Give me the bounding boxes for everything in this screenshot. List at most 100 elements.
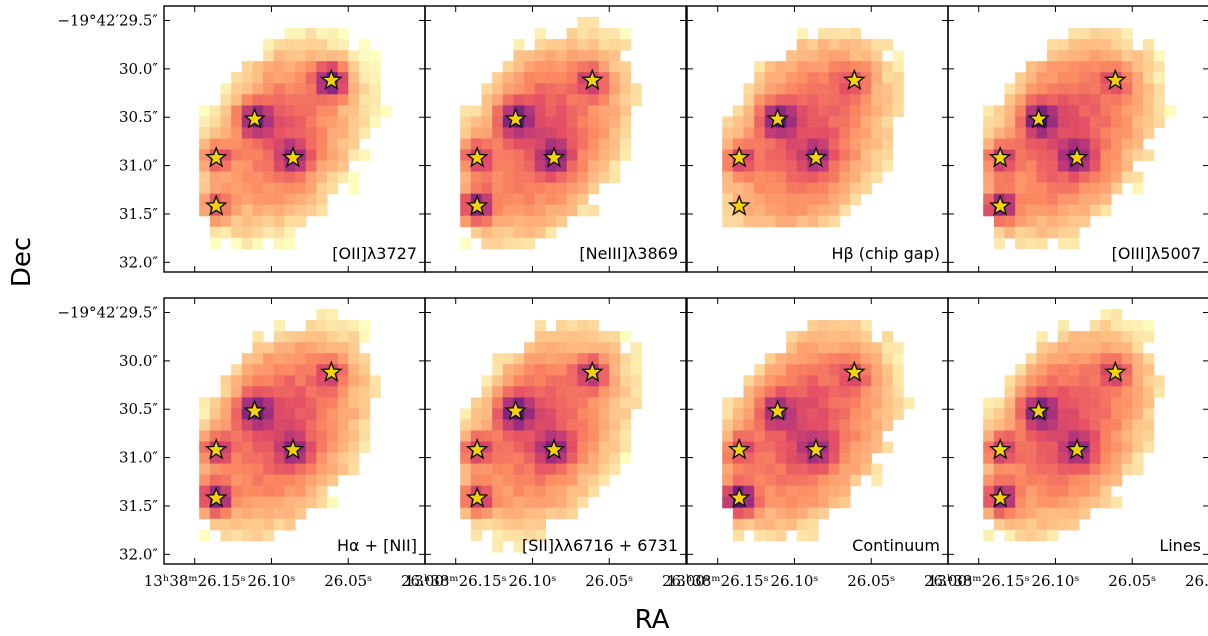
map-pixel: [295, 375, 307, 387]
map-pixel: [252, 430, 264, 443]
map-pixel: [502, 408, 514, 420]
map-pixel: [722, 204, 734, 217]
map-pixel: [1036, 397, 1048, 409]
map-pixel: [860, 353, 872, 365]
map-pixel: [775, 463, 787, 476]
map-pixel: [534, 452, 546, 465]
map-pixel: [1089, 105, 1101, 117]
map-pixel: [850, 342, 862, 354]
map-pixel: [1047, 397, 1059, 409]
map-pixel: [263, 160, 275, 173]
map-pixel: [1111, 320, 1123, 332]
map-pixel: [1132, 441, 1144, 454]
map-pixel: [369, 375, 381, 387]
map-pixel: [1100, 171, 1112, 184]
map-pixel: [252, 127, 264, 139]
map-pixel: [1121, 375, 1133, 387]
map-pixel: [818, 116, 830, 128]
map-pixel: [722, 149, 734, 162]
map-pixel: [860, 430, 872, 443]
map-pixel: [775, 94, 787, 106]
map-pixel: [1079, 160, 1091, 173]
map-pixel: [502, 441, 514, 454]
map-pixel: [524, 83, 536, 95]
map-pixel: [1047, 408, 1059, 420]
map-pixel: [786, 507, 798, 520]
map-pixel: [470, 507, 483, 520]
panel-frame: [424, 5, 687, 273]
map-pixel: [754, 364, 766, 376]
map-pixel: [1079, 485, 1091, 498]
map-pixel: [796, 160, 808, 173]
map-pixel: [1111, 182, 1123, 195]
map-pixel: [481, 496, 493, 509]
map-pixel: [524, 226, 536, 239]
map-pixel: [1079, 408, 1091, 420]
map-pixel: [732, 116, 745, 128]
map-pixel: [598, 463, 610, 476]
map-pixel: [241, 364, 253, 376]
map-pixel: [839, 342, 851, 354]
map-pixel: [566, 182, 578, 195]
map-pixel: [598, 28, 610, 40]
map-pixel: [284, 463, 296, 476]
map-pixel: [316, 171, 328, 184]
map-pixel: [337, 138, 349, 151]
map-pixel: [882, 160, 894, 173]
map-pixel: [545, 507, 557, 520]
map-pixel: [620, 94, 632, 106]
panel-label: Hα + [NII]: [337, 536, 417, 555]
map-pixel: [252, 160, 264, 173]
map-pixel: [754, 171, 766, 184]
map-pixel: [1057, 397, 1069, 409]
map-pixel: [1100, 309, 1112, 321]
map-pixel: [513, 127, 525, 139]
map-pixel: [588, 441, 600, 454]
map-pixel: [263, 386, 275, 398]
map-pixel: [359, 116, 371, 128]
map-pixel: [231, 149, 243, 162]
map-pixel: [502, 430, 514, 443]
map-pixel: [513, 83, 525, 95]
map-pixel: [316, 441, 328, 454]
map-pixel: [1047, 39, 1059, 51]
map-pixel: [1111, 496, 1123, 509]
map-pixel: [470, 105, 483, 117]
map-pixel: [337, 83, 349, 95]
map-pixel: [199, 474, 211, 487]
ytick-label: 30.0″: [119, 352, 158, 370]
map-pixel: [1047, 529, 1059, 542]
map-pixel: [263, 116, 275, 128]
map-pixel: [284, 364, 296, 376]
map-pixel: [545, 83, 557, 95]
map-pixel: [1025, 386, 1037, 398]
xtick-label: 26.10ˢ: [770, 572, 818, 590]
map-pixel: [871, 375, 883, 387]
map-pixel: [850, 105, 862, 117]
map-pixel: [1089, 430, 1101, 443]
map-pixel: [871, 94, 883, 106]
map-pixel: [502, 127, 514, 139]
map-pixel: [337, 386, 349, 398]
map-pixel: [1132, 397, 1144, 409]
map-pixel: [892, 386, 904, 398]
map-pixel: [534, 215, 546, 228]
map-pixel: [850, 331, 862, 343]
map-pixel: [1004, 485, 1016, 498]
map-pixel: [534, 518, 546, 531]
map-pixel: [566, 50, 578, 62]
map-pixel: [284, 419, 296, 431]
map-pixel: [1036, 463, 1048, 476]
map-pixel: [1025, 496, 1037, 509]
map-pixel: [775, 397, 787, 409]
map-pixel: [513, 237, 525, 250]
map-pixel: [598, 127, 610, 139]
map-pixel: [545, 127, 557, 139]
map-pixel: [1100, 375, 1112, 387]
map-pixel: [284, 485, 296, 498]
map-pixel: [828, 105, 840, 117]
map-pixel: [316, 452, 328, 465]
map-pixel: [1015, 127, 1027, 139]
map-pixel: [850, 39, 862, 51]
xtick-label: 26.05ˢ: [1108, 572, 1156, 590]
